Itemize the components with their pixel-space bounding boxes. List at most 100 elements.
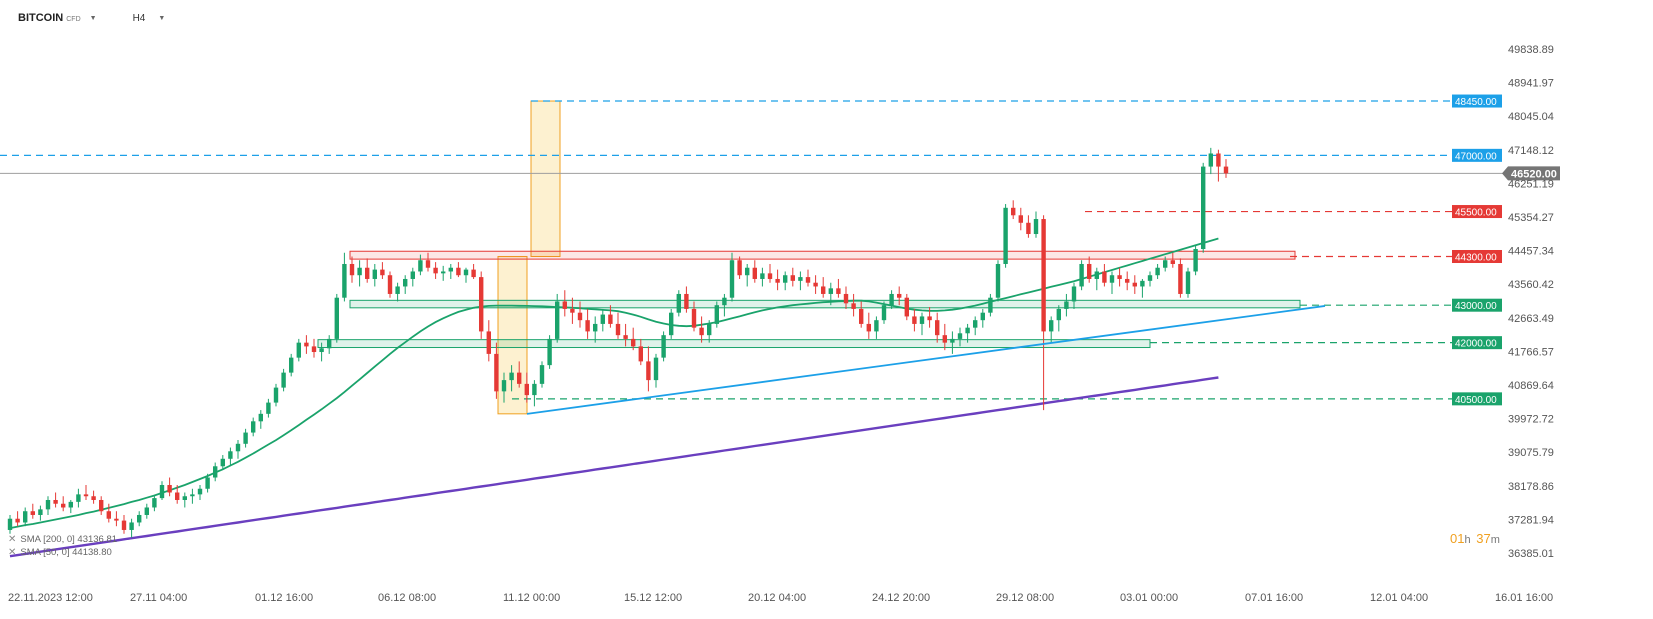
y-tick-label: 39075.79 [1508, 447, 1554, 459]
candle-body [524, 383, 529, 396]
candle-body [684, 293, 689, 309]
candle-body [517, 372, 522, 384]
candle-body [577, 312, 583, 321]
candle-body [1064, 301, 1069, 309]
candle-body [745, 267, 750, 276]
x-tick-label: 15.12 12:00 [624, 592, 682, 604]
remove-indicator-icon[interactable]: ✕ [8, 547, 17, 558]
candle-body [1094, 271, 1099, 279]
candle-body [1178, 263, 1183, 294]
candle-body [805, 277, 811, 283]
candle-body [1018, 215, 1023, 223]
candle-body [836, 288, 841, 294]
timeframe-selector[interactable]: H4 [132, 12, 146, 24]
price-level-label: 40500.00 [1455, 395, 1497, 406]
candle-body [942, 335, 947, 343]
candle-body [311, 346, 317, 353]
candle-body [889, 293, 894, 306]
candle-body [129, 522, 134, 530]
x-tick-label: 27.11 04:00 [130, 592, 187, 604]
candle-body [433, 267, 438, 274]
candle-body [638, 346, 643, 362]
price-level-tag [1452, 249, 1502, 263]
y-tick-label: 45354.27 [1508, 212, 1554, 224]
candle-body [737, 260, 742, 276]
candle-body [1201, 166, 1206, 250]
candle-body [289, 357, 294, 373]
candle-body [441, 271, 446, 274]
candle-body [509, 372, 514, 381]
candle-body [600, 314, 605, 324]
candle-body [1147, 275, 1153, 281]
candle-body [912, 316, 917, 324]
candle-body [1049, 320, 1054, 332]
remove-indicator-icon[interactable]: ✕ [8, 534, 17, 545]
sma200-line [9, 376, 1219, 558]
candle-body [821, 286, 826, 294]
candle-body [83, 494, 89, 497]
candle-body [220, 458, 225, 467]
candle-body [182, 496, 187, 500]
candle-body [471, 269, 476, 278]
candle-body [798, 277, 803, 281]
candle-body [897, 293, 902, 298]
candle-body [661, 335, 666, 358]
candle-body [61, 503, 66, 508]
timeframe-dropdown-icon[interactable]: ▼ [158, 14, 166, 22]
candle-body [919, 316, 925, 324]
candle-body [235, 443, 241, 452]
candle-body [1208, 153, 1213, 167]
candle-body [45, 499, 51, 510]
price-level-tag [1452, 336, 1502, 350]
y-tick-label: 48045.04 [1508, 111, 1554, 123]
candle-body [585, 320, 590, 332]
candle-body [646, 361, 651, 381]
candle-body [1056, 308, 1061, 321]
support-resistance-zone [317, 339, 1151, 349]
candle-body [615, 323, 621, 336]
symbol-dropdown-icon[interactable]: ▼ [89, 14, 97, 22]
candle-body [1170, 260, 1175, 264]
candle-body [699, 327, 704, 336]
price-level-label: 47000.00 [1455, 151, 1497, 162]
x-tick-label: 16.01 16:00 [1495, 592, 1553, 604]
symbol-name[interactable]: BITCOIN [18, 12, 64, 24]
candle-body [273, 387, 279, 403]
x-tick-label: 03.01 00:00 [1120, 592, 1178, 604]
candle-body [775, 278, 780, 283]
candle-body [767, 273, 773, 279]
y-tick-label: 41766.57 [1508, 346, 1554, 358]
projection-box [530, 100, 561, 257]
candle-body [197, 488, 203, 495]
candle-body [935, 320, 940, 336]
candle-body [251, 421, 256, 433]
candle-body [243, 432, 248, 444]
candle-body [828, 288, 833, 294]
x-tick-label: 20.12 04:00 [748, 592, 806, 604]
candle-body [555, 301, 560, 339]
candle-body [281, 372, 286, 388]
candle-body [448, 267, 453, 272]
x-tick-label: 24.12 20:00 [872, 592, 930, 604]
candle-body [68, 501, 73, 508]
candle-body [859, 308, 864, 324]
candle-body [152, 498, 157, 508]
candle-body [1117, 275, 1122, 279]
price-level-tag [1452, 94, 1502, 108]
candle-countdown: 01h 37m [1450, 531, 1502, 546]
candle-body [463, 269, 469, 276]
candle-body [669, 312, 674, 336]
symbol-header: BITCOIN CFD ▼ H4 ▼ [18, 9, 165, 27]
y-tick-label: 48941.97 [1508, 78, 1554, 90]
candle-body [881, 305, 887, 321]
candle-body [387, 275, 393, 294]
candle-body [608, 314, 613, 324]
last-price-label: 46520.00 [1511, 168, 1557, 180]
candle-body [691, 308, 697, 328]
candle-body [349, 263, 355, 276]
price-level-label: 42000.00 [1455, 339, 1497, 350]
candle-body [456, 267, 461, 276]
y-tick-label: 37281.94 [1508, 514, 1554, 526]
